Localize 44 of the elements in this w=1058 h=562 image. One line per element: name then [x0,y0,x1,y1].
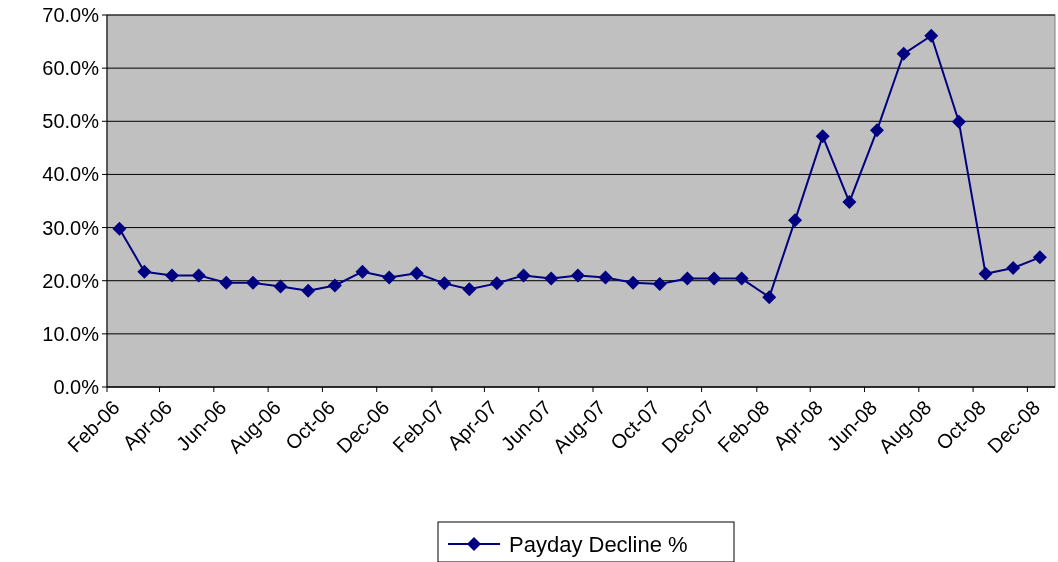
point [489,276,504,291]
point [652,276,667,291]
point [1032,250,1047,265]
point [191,268,206,283]
y-tick-label: 40.0% [42,163,100,186]
point [137,264,152,279]
point [544,271,559,286]
point [273,279,288,294]
point [516,268,531,283]
y-tick-label: 30.0% [42,216,100,239]
point [815,129,830,144]
point [598,270,613,285]
point [788,213,803,228]
point [896,46,911,61]
point [570,268,585,283]
y-tick-label: 60.0% [42,57,100,80]
y-tick-label: 0.0% [53,376,100,398]
point [409,266,424,281]
point [301,283,316,298]
point [842,195,857,210]
point [382,270,397,285]
point [462,282,477,297]
y-tick-label: 50.0% [42,110,100,133]
point [707,271,722,286]
point [762,290,777,305]
point [734,271,749,286]
point [112,221,127,236]
point [219,275,234,290]
point [1006,260,1021,275]
y-tick-label: 70.0% [42,4,100,26]
point [327,278,342,293]
point [355,264,370,279]
point [626,275,641,290]
y-tick-label: 20.0% [42,269,100,292]
point [924,28,939,43]
y-tick-label: 10.0% [42,322,100,345]
point [869,123,884,138]
point [951,114,966,129]
point [245,275,260,290]
point [437,276,452,291]
legend-label: Payday Decline % [509,531,688,557]
point [978,266,993,281]
point [680,271,695,286]
point [164,268,179,283]
